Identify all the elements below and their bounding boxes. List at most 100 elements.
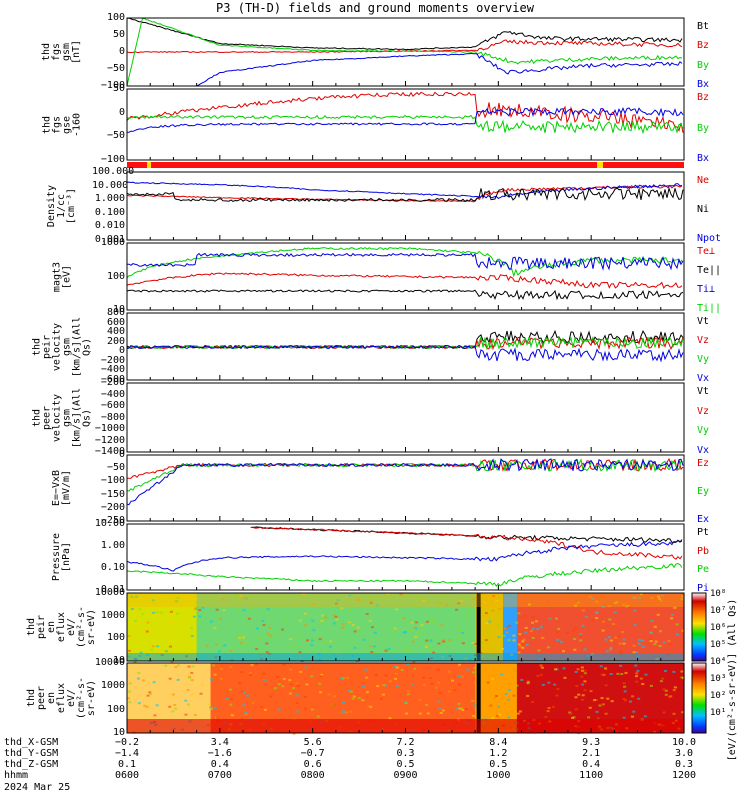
panel-frame-p4 [126, 171, 685, 241]
legend-p7: Vt [697, 386, 710, 397]
legend-p2: Bz [697, 92, 710, 103]
xaxis-value: 0.6 [303, 759, 322, 770]
series-Pi-p9 [126, 540, 683, 572]
legend-p8: Ex [697, 514, 710, 525]
xaxis-value: 0.3 [674, 759, 694, 770]
ytick-p4: 0.010 [94, 220, 125, 232]
ytick-p10: 1000 [100, 609, 125, 621]
xaxis-value: 8.4 [489, 737, 508, 748]
series-By-p1 [126, 17, 683, 87]
xaxis-value: 5.6 [303, 737, 322, 748]
legend-p6: Vz [697, 335, 710, 346]
ytick-p6: −400 [100, 364, 125, 376]
legend-p1: Bt [697, 21, 710, 32]
legend-p4: Ni [697, 204, 710, 215]
ytick-p8: −200 [100, 501, 125, 513]
ytick-p1: 50 [112, 29, 125, 40]
ytick-p7: −1400 [94, 446, 125, 457]
ylabel-p8: E=−VxB [mV/m] [51, 469, 72, 507]
legend-p1: Bx [697, 79, 710, 90]
ytick-p11: 10000 [94, 657, 125, 668]
colorbar-tick: 10⁸ [710, 589, 727, 599]
series-Pe-p9 [126, 562, 683, 587]
xaxis-row-label: thd_X-GSM [4, 737, 59, 748]
ytick-p10: 100 [106, 632, 125, 644]
ytick-p1: −50 [106, 63, 125, 74]
ytick-p5: 1000 [100, 237, 125, 248]
ylabel-p11: thd peer en eflux eV/ (cm²-s- sr-eV) [26, 676, 97, 720]
colorbar-tick: 10² [710, 691, 727, 701]
xaxis-value: 1200 [671, 770, 697, 781]
ytick-p4: 10.000 [92, 179, 129, 191]
colorbar-tick: 10¹ [710, 708, 727, 718]
ytick-p7: −1000 [94, 423, 125, 434]
ytick-p9: 0.01 [100, 584, 125, 595]
xaxis-value: 0700 [207, 770, 232, 781]
xaxis-value: 1100 [579, 770, 604, 781]
xaxis-value: 2.1 [582, 748, 601, 759]
ytick-p8: −50 [106, 462, 125, 474]
xaxis-value: 0.4 [210, 759, 229, 770]
series-Npot-p4 [126, 181, 683, 199]
xaxis-value: 0.5 [396, 759, 415, 770]
legend-p9: Pt [697, 527, 710, 538]
xaxis-value: 3.4 [210, 737, 229, 748]
ytick-p6: 0 [118, 345, 125, 357]
ytick-p6: 600 [106, 316, 125, 328]
series-Bt-p1 [126, 17, 683, 51]
ytick-p6: 200 [106, 335, 125, 347]
legend-p6: Vt [697, 316, 710, 327]
ytick-p8: 0 [118, 449, 125, 460]
panel-frame-p7 [126, 382, 685, 453]
ytick-p5: 10 [112, 304, 125, 315]
xaxis-value: 0800 [300, 770, 325, 781]
legend-p7: Vz [697, 405, 710, 417]
legend-p8: Ez [697, 458, 710, 469]
series-Ti-p5 [126, 247, 683, 279]
ytick-p6: −200 [100, 354, 125, 366]
colorbar-1 [691, 592, 707, 662]
trace-v6-2 [126, 335, 684, 351]
xaxis-value: 0.3 [396, 748, 415, 759]
ytick-p7: −400 [100, 388, 125, 400]
ytick-p5: 100 [106, 270, 125, 282]
trace-By-p2 [126, 114, 684, 135]
ylabel-p9: Pressure [nPa] [51, 532, 72, 582]
trace-Tepar-p5 [126, 289, 684, 301]
ylabel-p2: thd fgs gse -160 [41, 112, 82, 137]
ytick-p10: 10 [112, 655, 125, 666]
ytick-p6: −600 [100, 374, 125, 385]
xaxis-value: 0900 [393, 770, 418, 781]
ytick-p7: −800 [100, 411, 125, 423]
ytick-p2: 0 [118, 106, 125, 118]
xaxis-value: 3.0 [674, 748, 694, 759]
colorbar-2 [691, 662, 707, 734]
ytick-p4: 1.000 [94, 193, 125, 205]
trace-Bz-p2 [126, 91, 684, 133]
legend-p5: Ti⊥ [697, 284, 716, 295]
ytick-p6: 800 [106, 307, 125, 318]
ytick-p11: 1000 [100, 680, 125, 692]
ytick-p1: 0 [118, 46, 125, 57]
ylabel-p6: thd peir velocity gsm [km/s](All Qs) [31, 316, 92, 377]
series-Pb-p9 [250, 526, 683, 560]
xaxis-value: −0.7 [300, 748, 325, 759]
ytick-p1: −100 [100, 80, 125, 91]
xaxis-value: −1.4 [114, 748, 140, 759]
ylabel-p5: magt3 [eV] [51, 261, 72, 292]
xaxis-value: −0.2 [114, 737, 140, 748]
legend-p5: Te|| [697, 265, 722, 276]
xaxis-value: 0600 [114, 770, 140, 781]
colorbar-tick: 10⁵ [710, 640, 727, 650]
legend-p5: Ti|| [697, 303, 722, 314]
ytick-p6: 400 [106, 326, 125, 338]
ytick-p7: −1200 [94, 434, 125, 446]
ytick-p8: −100 [100, 475, 125, 487]
ytick-p9: 0.10 [100, 562, 125, 573]
xaxis-date: 2024 Mar 25 [4, 782, 71, 793]
colorbar-tick: 10³ [710, 674, 727, 684]
series-Bx-p1 [196, 52, 683, 87]
legend-p4: Ne [697, 175, 710, 186]
quality-flag-bar [127, 162, 684, 168]
colorbar-units: [eV/(cm²-s-sr-eV)] (All Qs) [727, 598, 738, 762]
